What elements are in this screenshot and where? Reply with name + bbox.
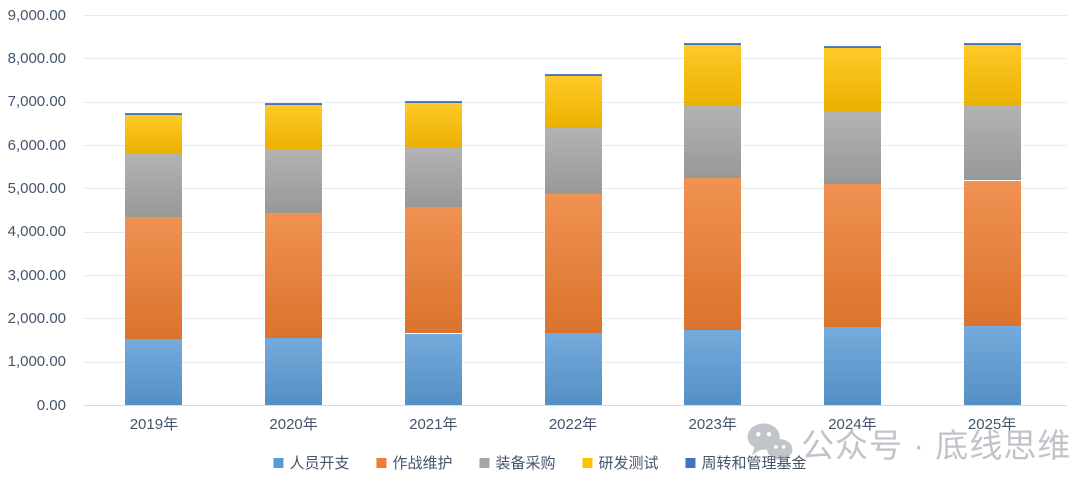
y-axis-label: 2,000.00 <box>7 309 66 327</box>
bar-segment <box>544 194 602 333</box>
y-axis-label: 0.00 <box>36 396 66 414</box>
bar-segment <box>404 333 462 405</box>
y-axis-label: 4,000.00 <box>7 223 66 241</box>
legend-label: 装备采购 <box>495 455 556 472</box>
bar-segment <box>823 327 881 405</box>
legend-swatch <box>376 457 387 468</box>
bar-segment <box>823 111 881 184</box>
bar-segment <box>404 147 462 208</box>
legend-swatch <box>479 457 490 468</box>
legend-swatch <box>273 457 284 468</box>
bar-segment <box>684 106 742 178</box>
bar-segment <box>265 149 323 213</box>
y-axis-label: 6,000.00 <box>7 136 66 154</box>
bar-segment <box>963 42 1021 45</box>
bar-segment <box>404 207 462 334</box>
y-axis-label: 7,000.00 <box>7 93 66 111</box>
bar-segment <box>823 48 881 112</box>
bar-segment <box>265 104 323 150</box>
bar-segment <box>684 329 742 405</box>
bar-segment <box>125 153 183 217</box>
bar-segment <box>544 128 602 194</box>
bar-segment <box>544 76 602 129</box>
bar-segment <box>125 112 183 115</box>
bar-segment <box>823 184 881 328</box>
bar-segment <box>963 326 1021 405</box>
bar-segment <box>265 337 323 405</box>
legend-item: 作战维护 <box>376 452 452 473</box>
y-axis-label: 5,000.00 <box>7 179 66 197</box>
x-axis-label: 2024年 <box>828 416 877 433</box>
y-axis-label: 9,000.00 <box>7 6 66 24</box>
bar-segment <box>823 46 881 49</box>
bar-segment <box>684 177 742 330</box>
legend-item: 人员开支 <box>273 452 349 473</box>
x-axis-line <box>84 405 1067 406</box>
x-axis-label: 2023年 <box>688 416 737 433</box>
bar-segment <box>544 74 602 77</box>
bar-segment <box>404 102 462 148</box>
gridline <box>84 15 1067 16</box>
legend-label: 作战维护 <box>392 455 453 472</box>
x-axis-label: 2025年 <box>967 416 1017 433</box>
bar-segment <box>963 180 1021 327</box>
gridline <box>84 58 1067 60</box>
bar-segment <box>125 216 183 339</box>
legend-item: 研发测试 <box>582 452 659 473</box>
bar-segment <box>544 332 602 405</box>
legend-item: 周转和管理基金 <box>685 452 807 473</box>
legend-label: 人员开支 <box>289 455 350 472</box>
bar-segment <box>265 212 323 338</box>
x-axis-label: 2021年 <box>409 416 458 433</box>
y-axis-label: 8,000.00 <box>7 49 66 67</box>
bar-segment <box>963 106 1021 181</box>
legend-swatch <box>685 457 696 468</box>
legend-label: 周转和管理基金 <box>701 455 807 472</box>
x-axis-label: 2020年 <box>269 416 318 433</box>
legend-swatch <box>582 457 593 468</box>
bar-segment <box>265 102 323 105</box>
legend-item: 装备采购 <box>479 452 556 473</box>
bar-segment <box>404 100 462 103</box>
x-axis-label: 2022年 <box>548 416 598 433</box>
x-axis-label: 2019年 <box>129 416 179 433</box>
legend: 人员开支 作战维护 装备采购 研发测试 周转和管理基金 <box>273 452 807 473</box>
legend-label: 研发测试 <box>598 455 659 472</box>
bar-segment <box>125 114 183 154</box>
bar-segment <box>684 43 742 46</box>
bar-segment <box>684 45 742 106</box>
bar-segment <box>963 44 1021 107</box>
y-axis-label: 1,000.00 <box>7 353 66 371</box>
y-axis-label: 3,000.00 <box>7 266 66 284</box>
bar-segment <box>125 338 183 405</box>
